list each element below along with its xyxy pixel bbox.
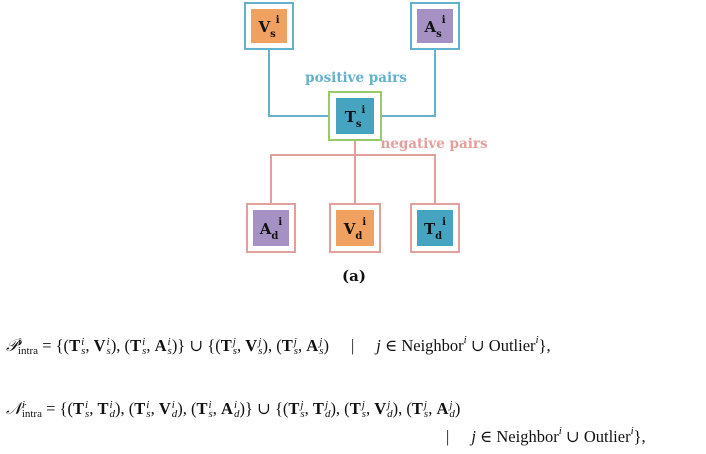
node-audio-same: Asi [410, 2, 460, 50]
svg-text:Vsi: Vsi [257, 15, 279, 40]
svg-text:Asi: Asi [423, 15, 445, 40]
svg-text:Tdi: Tdi [424, 217, 446, 242]
node-text-different: Tdi [410, 203, 460, 253]
node-video-same: Vsi [244, 2, 294, 50]
negative-connector-lines [270, 140, 436, 204]
svg-text:Vdi: Vdi [343, 217, 367, 242]
pairs-diagram: positive pairs negative pairs Vsi Asi Ts… [244, 2, 488, 285]
node-text-anchor: Tsi [328, 91, 382, 141]
svg-text:Tsi: Tsi [345, 105, 366, 130]
positive-pairs-label: positive pairs [305, 70, 407, 86]
svg-text:Adi: Adi [259, 217, 283, 242]
positive-connector-lines [268, 49, 436, 117]
node-video-different: Vdi [329, 203, 381, 253]
negative-pairs-label: negative pairs [380, 136, 488, 152]
node-audio-different: Adi [246, 203, 296, 253]
figure-caption: (a) [342, 267, 366, 285]
